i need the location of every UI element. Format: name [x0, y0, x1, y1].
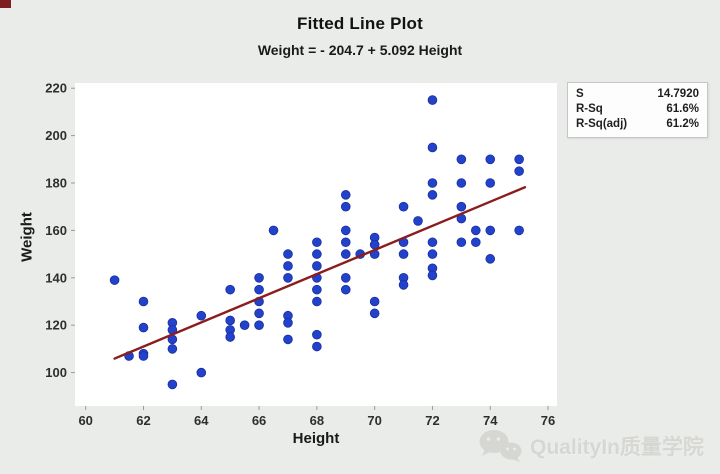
x-tick-label: 64	[194, 413, 209, 428]
chart-title: Fitted Line Plot	[297, 14, 423, 33]
data-point	[340, 272, 351, 283]
data-point	[239, 320, 250, 330]
y-tick-label: 200	[45, 128, 67, 143]
data-point	[340, 190, 351, 200]
y-tick-label: 120	[45, 318, 67, 333]
data-point	[312, 249, 322, 259]
x-tick-label: 70	[367, 413, 381, 428]
data-point	[485, 154, 496, 165]
data-point	[109, 275, 120, 285]
regression-stats-box: S 14.7920 R-Sq 61.6% R-Sq(adj) 61.2%	[567, 82, 708, 138]
data-point	[456, 201, 467, 212]
data-point	[514, 225, 524, 236]
data-point	[427, 249, 438, 259]
data-point	[312, 237, 322, 248]
stat-label: S	[576, 88, 584, 100]
data-point	[283, 334, 293, 345]
data-point	[427, 142, 438, 153]
stat-label: R-Sq	[576, 103, 603, 115]
data-point	[485, 225, 496, 236]
data-point	[427, 190, 438, 200]
x-tick-label: 76	[541, 413, 555, 428]
data-point	[254, 272, 264, 283]
data-point	[283, 272, 293, 283]
x-tick-label: 66	[252, 413, 266, 428]
data-point	[369, 308, 380, 319]
data-point	[427, 237, 438, 248]
data-point	[485, 178, 496, 188]
data-point	[196, 310, 207, 321]
data-point	[427, 270, 438, 281]
data-point	[485, 254, 496, 264]
data-point	[340, 201, 351, 212]
data-point	[470, 225, 481, 236]
data-point	[340, 237, 351, 248]
x-axis-label: Height	[292, 430, 340, 447]
x-tick-label: 60	[78, 413, 92, 428]
x-tick-label: 68	[310, 413, 324, 428]
data-point	[398, 249, 409, 259]
data-point	[340, 284, 351, 295]
y-tick-label: 160	[45, 223, 67, 238]
fit-line	[113, 186, 527, 360]
data-point	[312, 329, 322, 340]
x-tick-label: 74	[483, 413, 498, 428]
data-point	[369, 296, 380, 307]
data-point	[254, 320, 264, 330]
data-point	[456, 237, 467, 248]
x-tick-label: 62	[136, 413, 150, 428]
chart-subtitle: Weight = - 204.7 + 5.092 Height	[257, 42, 463, 58]
wechat-icon	[479, 430, 522, 462]
data-point	[138, 296, 149, 307]
data-point	[283, 318, 293, 328]
data-point	[398, 280, 409, 290]
stats-row-rsq-adj: R-Sq(adj) 61.2%	[576, 117, 699, 132]
stat-label: R-Sq(adj)	[576, 118, 628, 130]
stat-value: 14.7920	[657, 88, 699, 100]
data-point	[196, 367, 207, 378]
stats-row-rsq: R-Sq 61.6%	[576, 102, 699, 117]
data-point	[225, 284, 235, 295]
stat-value: 61.2%	[666, 118, 699, 130]
data-point	[340, 225, 351, 236]
data-point	[398, 201, 409, 212]
data-point	[514, 166, 524, 176]
stats-row-s: S 14.7920	[576, 87, 699, 102]
data-point	[254, 308, 264, 319]
x-tick-label: 72	[425, 413, 439, 428]
data-point	[283, 261, 293, 271]
data-point	[312, 341, 322, 352]
y-axis-label: Weight	[18, 212, 36, 262]
watermark-text: QualityIn质量学院	[530, 436, 704, 459]
data-point	[312, 296, 322, 307]
data-point	[340, 249, 351, 259]
data-point	[268, 225, 279, 236]
data-point	[456, 178, 467, 188]
data-point	[283, 249, 293, 259]
data-point	[456, 154, 467, 165]
data-point	[138, 322, 149, 333]
stat-value: 61.6%	[666, 103, 699, 115]
data-point	[427, 178, 438, 188]
watermark: QualityIn质量学院	[477, 428, 704, 464]
y-tick-label: 220	[45, 81, 67, 96]
data-point	[413, 216, 423, 226]
data-point	[225, 332, 235, 342]
data-point	[225, 315, 235, 326]
data-point	[514, 154, 524, 165]
data-point	[427, 95, 438, 105]
data-point	[470, 237, 481, 248]
data-point	[167, 379, 178, 390]
corner-red-mark	[0, 0, 11, 8]
y-tick-label: 140	[45, 270, 67, 285]
y-tick-label: 100	[45, 365, 67, 380]
data-point	[167, 344, 178, 354]
y-tick-label: 180	[45, 176, 67, 191]
data-point	[312, 261, 322, 271]
data-point	[138, 351, 149, 361]
data-point	[312, 284, 322, 295]
data-point	[254, 284, 264, 295]
